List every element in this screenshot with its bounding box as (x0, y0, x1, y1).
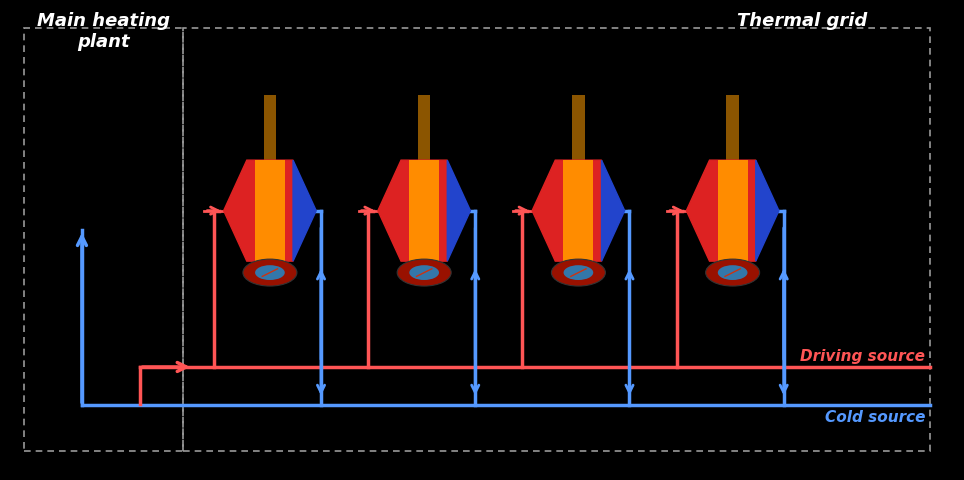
Text: Thermal grid: Thermal grid (737, 12, 868, 30)
Text: Cold source: Cold source (825, 409, 925, 424)
Circle shape (564, 265, 593, 280)
Bar (24, 29, 183, 451)
Circle shape (255, 265, 284, 280)
Bar (717, 161, 748, 262)
Polygon shape (602, 161, 625, 262)
Bar (727, 96, 739, 204)
Text: Driving source: Driving source (800, 348, 925, 363)
Bar (573, 96, 584, 204)
Circle shape (706, 260, 760, 287)
Text: Main heating
plant: Main heating plant (37, 12, 170, 51)
Bar (264, 96, 277, 204)
Circle shape (410, 265, 439, 280)
Circle shape (718, 265, 747, 280)
Bar (563, 161, 594, 262)
Circle shape (551, 260, 605, 287)
Circle shape (243, 260, 297, 287)
Bar (409, 161, 440, 262)
Circle shape (397, 260, 451, 287)
Polygon shape (756, 161, 779, 262)
Polygon shape (224, 161, 293, 262)
Polygon shape (686, 161, 756, 262)
Polygon shape (447, 161, 470, 262)
Bar (183, 29, 930, 451)
Polygon shape (532, 161, 602, 262)
Bar (418, 96, 431, 204)
Polygon shape (293, 161, 316, 262)
Bar (254, 161, 285, 262)
Polygon shape (378, 161, 447, 262)
